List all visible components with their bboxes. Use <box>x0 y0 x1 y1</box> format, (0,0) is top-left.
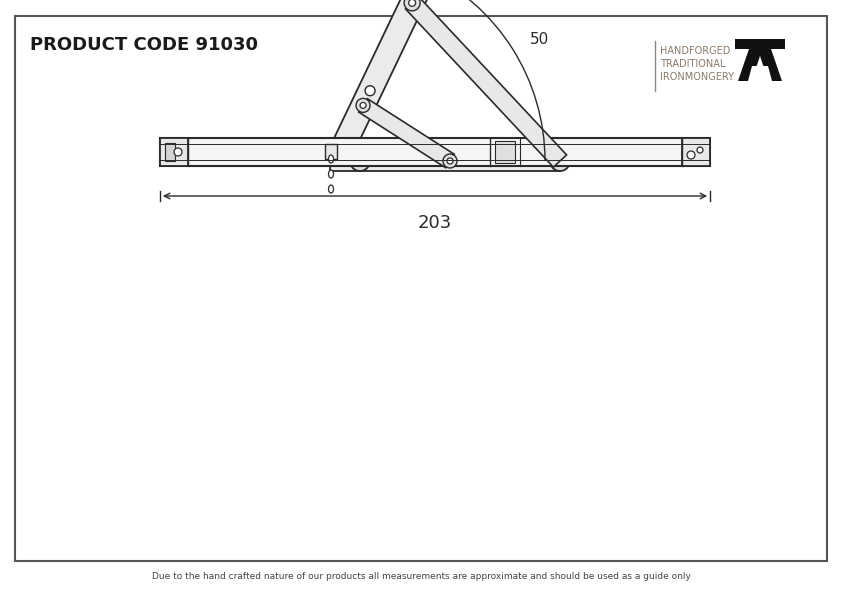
Polygon shape <box>359 99 455 167</box>
Polygon shape <box>738 46 782 81</box>
Circle shape <box>556 157 564 165</box>
Circle shape <box>408 0 417 8</box>
Ellipse shape <box>328 170 333 178</box>
Circle shape <box>356 98 370 113</box>
Text: Due to the hand crafted nature of our products all measurements are approximate : Due to the hand crafted nature of our pr… <box>152 572 690 581</box>
Text: HANDFORGED: HANDFORGED <box>660 46 730 56</box>
Bar <box>165 143 175 161</box>
Circle shape <box>687 151 695 159</box>
Text: 203: 203 <box>418 214 452 232</box>
Bar <box>682 138 710 166</box>
Circle shape <box>356 157 364 165</box>
Circle shape <box>443 154 457 168</box>
Polygon shape <box>324 0 486 169</box>
Circle shape <box>174 148 182 156</box>
Text: 50: 50 <box>530 32 549 46</box>
Polygon shape <box>406 0 567 167</box>
Circle shape <box>408 0 416 7</box>
Bar <box>735 39 785 49</box>
Text: TRADITIONAL: TRADITIONAL <box>660 59 725 69</box>
Text: IRONMONGERY: IRONMONGERY <box>660 72 734 82</box>
Circle shape <box>550 151 570 171</box>
Circle shape <box>447 158 453 164</box>
Circle shape <box>697 147 703 153</box>
Circle shape <box>350 151 370 171</box>
Circle shape <box>365 86 375 96</box>
Polygon shape <box>755 56 765 71</box>
Ellipse shape <box>328 185 333 193</box>
Bar <box>160 138 710 166</box>
Bar <box>160 138 188 166</box>
Text: PRODUCT CODE 91030: PRODUCT CODE 91030 <box>30 36 258 54</box>
Circle shape <box>404 0 420 11</box>
Circle shape <box>360 103 366 108</box>
Polygon shape <box>330 151 560 171</box>
Polygon shape <box>325 144 337 159</box>
Bar <box>495 141 515 163</box>
Ellipse shape <box>328 155 333 163</box>
